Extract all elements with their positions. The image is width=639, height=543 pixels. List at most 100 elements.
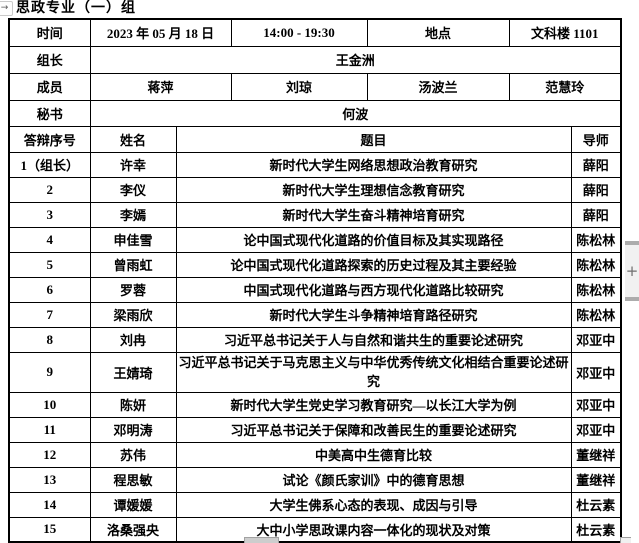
mentor-cell: 陈松林 [570,226,622,253]
name-cell: 李嫣 [89,201,177,228]
seq-cell: 8 [8,326,91,353]
table-row: 2 李仪 新时代大学生理想信念教育研究 薛阳 [8,176,622,203]
mentor-cell: 陈松林 [570,301,622,328]
title-cell: 论中国式现代化道路探索的历史过程及其主要经验 [175,251,572,278]
defense-schedule-table: 时间 2023 年 05 月 18 日 14:00 - 19:30 地点 文科楼… [8,18,623,543]
scrollbar-top-cap [625,241,639,245]
mentor-cell: 陈松林 [570,251,622,278]
title-cell: 中国式现代化道路与西方现代化道路比较研究 [175,276,572,303]
title-cell: 新时代大学生理想信念教育研究 [175,176,572,203]
table-row-time: 时间 2023 年 05 月 18 日 14:00 - 19:30 地点 文科楼… [8,18,622,47]
member-name: 汤波兰 [366,72,510,101]
seq-cell: 1（组长） [8,151,91,178]
table-row: 10 陈妍 新时代大学生党史学习教育研究—以长江大学为例 邓亚中 [8,391,622,418]
seq-cell: 11 [8,416,91,443]
mentor-cell: 杜云素 [570,516,622,543]
table-row: 5 曾雨虹 论中国式现代化道路探索的历史过程及其主要经验 陈松林 [8,251,622,278]
title-cell: 习近平总书记关于人与自然和谐共生的重要论述研究 [175,326,572,353]
mentor-cell: 薛阳 [570,176,622,203]
members-label: 成员 [8,72,91,101]
name-cell: 李仪 [89,176,177,203]
seq-cell: 13 [8,466,91,493]
time-range-value: 14:00 - 19:30 [230,18,368,47]
date-value: 2023 年 05 月 18 日 [89,18,232,47]
table-row: 8 刘冉 习近平总书记关于人与自然和谐共生的重要论述研究 邓亚中 [8,326,622,353]
member-name: 范慧玲 [508,72,622,101]
tab-marker-icon: → [0,1,13,16]
table-row-secretary: 秘书 何波 [8,99,622,127]
mentor-cell: 邓亚中 [570,351,622,393]
right-edge-control[interactable]: + [625,241,639,301]
title-cell: 新时代大学生奋斗精神培育研究 [175,201,572,228]
table-row: 13 程思敏 试论《颜氏家训》中的德育思想 董继祥 [8,466,622,493]
mentor-cell: 陈松林 [570,276,622,303]
seq-cell: 10 [8,391,91,418]
mentor-cell: 邓亚中 [570,391,622,418]
seq-cell: 7 [8,301,91,328]
table-row: 1（组长） 许幸 新时代大学生网络思想政治教育研究 薛阳 [8,151,622,178]
mentor-cell: 董继祥 [570,466,622,493]
name-cell: 陈妍 [89,391,177,418]
seq-cell: 12 [8,441,91,468]
title-cell: 论中国式现代化道路的价值目标及其实现路径 [175,226,572,253]
mentor-cell: 杜云素 [570,491,622,518]
table-row: 9 王婧琦 习近平总书记关于马克思主义与中华优秀传统文化相结合重要论述研究 邓亚… [8,351,622,393]
table-row-leader: 组长 王金洲 [8,45,622,74]
mentor-cell: 邓亚中 [570,326,622,353]
name-cell: 邓明涛 [89,416,177,443]
table-row-members: 成员 蒋萍 刘琼 汤波兰 范慧玲 [8,72,622,101]
title-cell: 大中小学思政课内容一体化的现状及对策 [175,516,572,543]
table-row: 7 梁雨欣 新时代大学生斗争精神培育路径研究 陈松林 [8,301,622,328]
name-cell: 曾雨虹 [89,251,177,278]
seq-cell: 3 [8,201,91,228]
secretary-value: 何波 [89,99,622,127]
name-cell: 刘冉 [89,326,177,353]
table-row: 4 申佳雪 论中国式现代化道路的价值目标及其实现路径 陈松林 [8,226,622,253]
scrollbar-corner [620,537,631,543]
header-seq: 答辩序号 [8,125,91,153]
mentor-cell: 薛阳 [570,151,622,178]
title-cell: 新时代大学生网络思想政治教育研究 [175,151,572,178]
table-row: 11 邓明涛 习近平总书记关于保障和改善民生的重要论述研究 邓亚中 [8,416,622,443]
seq-cell: 2 [8,176,91,203]
mentor-cell: 薛阳 [570,201,622,228]
secretary-label: 秘书 [8,99,91,127]
leader-label: 组长 [8,45,91,74]
title-cell: 中美高中生德育比较 [175,441,572,468]
seq-cell: 6 [8,276,91,303]
horizontal-scrollbar-thumb[interactable] [244,537,279,543]
place-label: 地点 [366,18,510,47]
name-cell: 王婧琦 [89,351,177,393]
time-label: 时间 [8,18,91,47]
member-name: 蒋萍 [89,72,232,101]
table-row: 14 谭媛媛 大学生佛系心态的表现、成因与引导 杜云素 [8,491,622,518]
title-cell: 试论《颜氏家训》中的德育思想 [175,466,572,493]
leader-value: 王金洲 [89,45,622,74]
table-row: 15 洛桑强央 大中小学思政课内容一体化的现状及对策 杜云素 [8,516,622,543]
member-name: 刘琼 [230,72,368,101]
plus-icon[interactable]: + [625,262,639,280]
seq-cell: 4 [8,226,91,253]
title-cell: 大学生佛系心态的表现、成因与引导 [175,491,572,518]
mentor-cell: 董继祥 [570,441,622,468]
title-cell: 习近平总书记关于保障和改善民生的重要论述研究 [175,416,572,443]
header-title: 题目 [175,125,572,153]
table-row: 3 李嫣 新时代大学生奋斗精神培育研究 薛阳 [8,201,622,228]
header-mentor: 导师 [570,125,622,153]
name-cell: 洛桑强央 [89,516,177,543]
table-header-row: 答辩序号 姓名 题目 导师 [8,125,622,153]
scrollbar-bottom-cap [625,297,639,301]
seq-cell: 14 [8,491,91,518]
name-cell: 谭媛媛 [89,491,177,518]
seq-cell: 5 [8,251,91,278]
page-title: 思政专业（一）组 [16,1,136,16]
name-cell: 梁雨欣 [89,301,177,328]
seq-cell: 9 [8,351,91,393]
seq-cell: 15 [8,516,91,543]
header-name: 姓名 [89,125,177,153]
name-cell: 许幸 [89,151,177,178]
name-cell: 程思敏 [89,466,177,493]
title-cell: 新时代大学生党史学习教育研究—以长江大学为例 [175,391,572,418]
name-cell: 苏伟 [89,441,177,468]
mentor-cell: 邓亚中 [570,416,622,443]
